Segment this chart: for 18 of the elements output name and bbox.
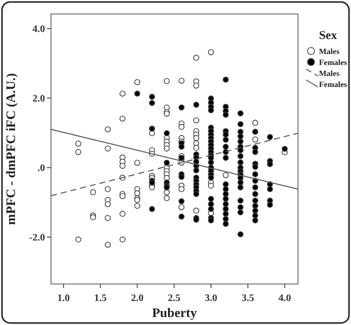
y-tick-label: 2.0	[32, 94, 45, 105]
x-tick-label: 2.0	[131, 293, 144, 304]
x-tick-label: 1.0	[57, 293, 70, 304]
y-tick-label: .0	[38, 163, 45, 174]
x-tick-label: 2.5	[168, 293, 180, 304]
x-tick-label: 1.5	[94, 293, 107, 304]
legend-title: Sex	[319, 28, 337, 42]
y-axis-title: mPFC - dmPFC iFC (A.U.)	[3, 73, 18, 225]
legend-label: Females	[319, 80, 347, 89]
y-tick-label: 4.0	[32, 24, 45, 36]
x-tick-label: 4.0	[278, 293, 291, 304]
legend-label: Females	[319, 58, 347, 67]
x-tick-label: 3.5	[242, 293, 254, 304]
x-tick-label: 3.0	[204, 293, 218, 304]
legend-label: Males	[319, 69, 340, 78]
x-axis-title: Puberty	[152, 305, 198, 320]
y-tick-label: -2.0	[29, 232, 45, 244]
legend-label: Males	[319, 47, 340, 56]
